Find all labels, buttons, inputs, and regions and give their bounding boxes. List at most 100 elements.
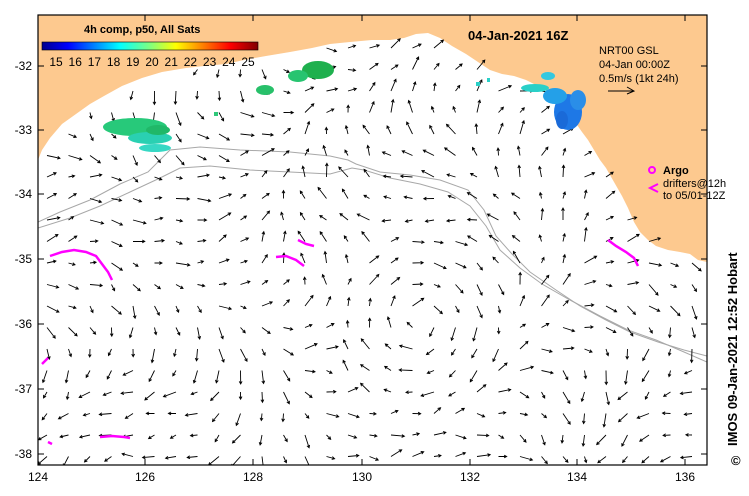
current-vector-arrow — [102, 391, 112, 397]
current-vector-arrow — [455, 434, 467, 440]
current-vector-arrow — [173, 348, 177, 358]
current-vector-arrow — [111, 219, 124, 226]
current-vector-arrow — [326, 323, 335, 328]
current-vector-arrow — [424, 219, 435, 223]
current-vector-arrow — [153, 327, 158, 336]
current-vector-arrow — [581, 434, 586, 447]
current-vector-arrow — [404, 219, 413, 223]
current-vector-arrow — [111, 198, 123, 202]
current-vector-arrow — [412, 240, 425, 244]
current-vector-arrow — [121, 452, 134, 457]
current-vector-arrow — [111, 155, 118, 160]
colorbar-tick-label: 18 — [107, 55, 121, 69]
current-vector-arrow — [448, 370, 456, 378]
current-vector-arrow — [346, 104, 350, 113]
current-vector-arrow — [261, 170, 268, 178]
current-vector-arrow — [390, 257, 399, 264]
current-vector-arrow — [344, 149, 349, 156]
current-vector-arrow — [87, 348, 92, 358]
current-vector-arrow — [433, 240, 444, 245]
current-vector-arrow — [68, 305, 77, 310]
current-vector-arrow — [124, 413, 134, 419]
current-vector-arrow — [412, 451, 425, 457]
current-vector-arrow — [344, 253, 349, 264]
current-vector-arrow — [605, 171, 614, 178]
current-vector-arrow — [407, 99, 413, 113]
current-vector-arrow — [240, 348, 248, 363]
current-vector-arrow — [261, 254, 268, 264]
current-vector-arrow — [154, 305, 160, 316]
current-vector-arrow — [89, 260, 98, 265]
current-vector-arrow — [445, 218, 456, 223]
current-vector-arrow — [347, 44, 357, 49]
current-vector-arrow — [562, 272, 571, 285]
current-vector-arrow — [122, 370, 134, 376]
current-vector-arrow — [89, 283, 104, 288]
current-vector-arrow — [369, 100, 375, 113]
current-vector-arrow — [476, 413, 486, 418]
current-vector-arrow — [627, 305, 637, 316]
current-vector-arrow — [472, 146, 478, 156]
current-vector-arrow — [433, 431, 447, 436]
current-vector-arrow — [426, 370, 435, 374]
current-vector-arrow — [359, 382, 370, 393]
current-vector-arrow — [283, 150, 290, 156]
current-vector-arrow — [381, 218, 392, 223]
current-vector-arrow — [82, 412, 91, 417]
current-vector-arrow — [583, 189, 588, 199]
current-vector-arrow — [347, 386, 359, 393]
drifter-track-east — [607, 239, 640, 267]
current-vector-arrow — [540, 207, 545, 221]
current-vector-arrow — [596, 434, 607, 446]
current-vector-arrow — [562, 232, 566, 242]
current-vector-arrow — [261, 279, 269, 285]
current-vector-arrow — [597, 456, 607, 464]
current-vector-arrow — [412, 43, 422, 49]
current-vector-arrow — [562, 299, 569, 307]
current-vector-arrow — [513, 211, 521, 221]
lat-tick-label: -35 — [15, 252, 33, 266]
current-vector-arrow — [43, 391, 48, 399]
current-vector-arrow — [641, 456, 650, 464]
current-vector-arrow — [322, 144, 327, 156]
current-vector-arrow — [617, 391, 628, 401]
current-vector-arrow — [452, 105, 456, 113]
current-vector-arrow — [683, 412, 693, 417]
date-title: 04-Jan-2021 16Z — [468, 28, 569, 43]
current-vector-arrow — [197, 305, 202, 314]
current-vector-arrow — [648, 262, 663, 267]
current-vector-arrow — [261, 192, 270, 199]
current-vector-arrow — [299, 211, 306, 221]
current-vector-arrow — [175, 262, 191, 267]
current-vector-arrow — [319, 214, 327, 221]
current-vector-arrow — [519, 119, 525, 135]
current-vector-arrow — [605, 283, 613, 288]
current-vector-arrow — [383, 388, 392, 393]
current-vector-arrow — [541, 434, 546, 446]
current-vector-arrow — [304, 456, 311, 465]
current-vector-arrow — [476, 384, 487, 393]
current-vector-arrow — [317, 186, 327, 199]
current-vector-arrow — [319, 231, 327, 242]
current-vector-arrow — [89, 173, 103, 178]
current-vector-arrow — [496, 327, 501, 335]
current-vector-arrow — [517, 164, 521, 178]
current-vector-arrow — [425, 348, 435, 356]
current-vector-arrow — [261, 148, 275, 156]
current-vector-arrow — [68, 262, 76, 266]
current-vector-arrow — [562, 391, 571, 405]
current-vector-arrow — [541, 128, 551, 135]
current-vector-arrow — [132, 239, 146, 244]
info-line-1: NRT00 GSL — [599, 45, 659, 57]
current-vector-arrow — [164, 455, 177, 460]
current-vector-arrow — [46, 172, 57, 178]
current-vector-arrow — [433, 407, 442, 414]
current-vector-arrow — [175, 218, 184, 223]
current-vector-arrow — [670, 262, 680, 267]
current-vector-arrow — [259, 413, 264, 422]
current-vector-arrow — [111, 241, 123, 247]
drifters-line-2: to 05/01-12Z — [663, 190, 726, 202]
current-vector-arrow — [369, 411, 377, 416]
info-line-2: 04-Jan 00:00Z — [599, 59, 670, 71]
current-vector-arrow — [240, 112, 255, 118]
